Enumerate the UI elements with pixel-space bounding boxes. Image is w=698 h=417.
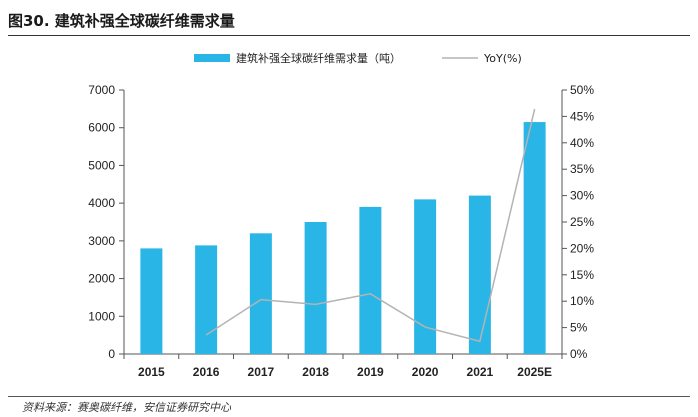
footer-divider bbox=[8, 396, 690, 397]
x-tick-label: 2020 bbox=[412, 365, 439, 379]
x-tick-label: 2018 bbox=[302, 365, 329, 379]
y-left-tick-label: 5000 bbox=[88, 158, 115, 172]
figure-title: 图30. 建筑补强全球碳纤维需求量 bbox=[8, 12, 235, 30]
bar bbox=[523, 122, 546, 354]
y-right-tick-label: 0% bbox=[570, 347, 588, 361]
title-row: 图30. 建筑补强全球碳纤维需求量 bbox=[0, 0, 698, 36]
title-divider bbox=[8, 35, 690, 36]
yoy-line bbox=[205, 108, 536, 343]
y-left-tick-label: 3000 bbox=[88, 234, 115, 248]
bar bbox=[304, 222, 327, 354]
y-right-tick-label: 10% bbox=[570, 294, 594, 308]
y-left-tick-label: 2000 bbox=[88, 272, 115, 286]
bar bbox=[140, 248, 163, 354]
y-right-tick-label: 25% bbox=[570, 215, 594, 229]
chart: 建筑补强全球碳纤维需求量（吨） YoY(%) 0 1000 2000 3000 4000 50… bbox=[88, 51, 594, 379]
x-tick-label: 2017 bbox=[248, 365, 275, 379]
y-right-tick-label: 30% bbox=[570, 189, 594, 203]
y-left-tick-label: 7000 bbox=[88, 83, 115, 97]
y-left-tick-label: 6000 bbox=[88, 121, 115, 135]
bar bbox=[414, 199, 437, 354]
x-tick-label: 2016 bbox=[193, 365, 220, 379]
bar bbox=[359, 206, 382, 354]
y-right-tick-label: 35% bbox=[570, 162, 594, 176]
y-left-tick-label: 0 bbox=[108, 347, 115, 361]
bar bbox=[195, 245, 218, 354]
y-right-tick-label: 40% bbox=[570, 136, 594, 150]
source-note: 资料来源：赛奥碳纤维，安信证券研究中心 bbox=[22, 401, 231, 414]
y-right-tick-label: 15% bbox=[570, 268, 594, 282]
x-tick-label: 2019 bbox=[357, 365, 384, 379]
y-right-tick-label: 20% bbox=[570, 241, 594, 255]
y-right-tick-label: 50% bbox=[570, 83, 594, 97]
y-right-tick-label: 45% bbox=[570, 109, 594, 123]
bar bbox=[249, 233, 272, 354]
legend-bar-label: 建筑补强全球碳纤维需求量（吨） bbox=[236, 51, 401, 65]
y-right-tick-label: 5% bbox=[570, 321, 588, 335]
legend-bar-swatch bbox=[194, 54, 230, 62]
y-left-tick-label: 1000 bbox=[88, 309, 115, 323]
y-left-tick-label: 4000 bbox=[88, 196, 115, 210]
x-tick-label: 2015 bbox=[138, 365, 165, 379]
bar bbox=[468, 195, 491, 354]
x-tick-label: 2025E bbox=[517, 365, 552, 379]
x-tick-label: 2021 bbox=[467, 365, 494, 379]
legend-line-label: YoY(%) bbox=[483, 52, 522, 65]
